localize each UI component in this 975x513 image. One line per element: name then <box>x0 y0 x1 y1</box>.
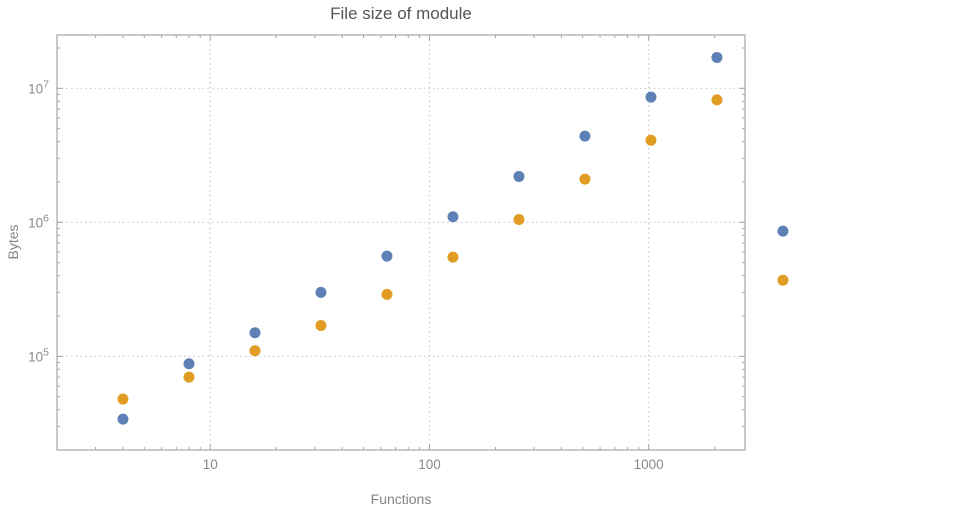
svg-text:106: 106 <box>28 212 49 230</box>
x-axis-label: Functions <box>370 491 432 507</box>
svg-text:1000: 1000 <box>634 457 664 472</box>
svg-text:107: 107 <box>28 78 49 96</box>
svg-text:105: 105 <box>28 346 49 364</box>
svg-text:10: 10 <box>203 457 218 472</box>
svg-text:100: 100 <box>418 457 441 472</box>
chart-title: File size of module <box>330 4 472 23</box>
